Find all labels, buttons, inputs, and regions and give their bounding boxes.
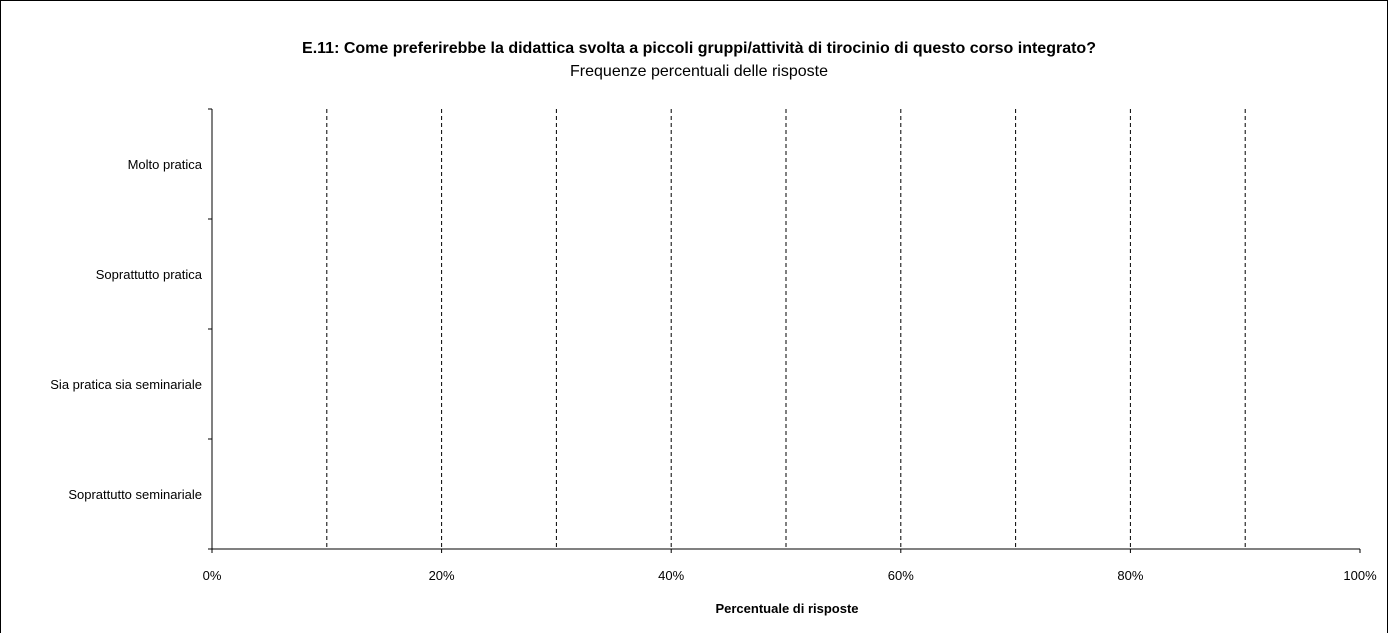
x-tick-labels: 0% 20% 40% 60% 80% 100%	[203, 568, 1377, 583]
category-label: Soprattutto seminariale	[68, 487, 202, 502]
x-tick-label: 20%	[429, 568, 455, 583]
x-tick-label: 40%	[658, 568, 684, 583]
x-tick-label: 80%	[1117, 568, 1143, 583]
chart-title: E.11: Come preferirebbe la didattica svo…	[302, 40, 1096, 57]
category-label: Molto pratica	[128, 157, 203, 172]
chart-subtitle: Frequenze percentuali delle risposte	[570, 63, 828, 80]
axis-layer	[208, 108, 1361, 553]
x-tick-label: 0%	[203, 568, 222, 583]
x-tick-label: 100%	[1343, 568, 1377, 583]
category-labels: Molto pratica Soprattutto pratica Sia prat…	[50, 157, 203, 502]
x-axis-title: Percentuale di risposte	[715, 601, 858, 616]
grid-layer	[326, 109, 1246, 549]
x-tick-label: 60%	[888, 568, 914, 583]
category-label: Sia pratica sia seminariale	[50, 377, 202, 392]
category-label: Soprattutto pratica	[96, 267, 203, 282]
